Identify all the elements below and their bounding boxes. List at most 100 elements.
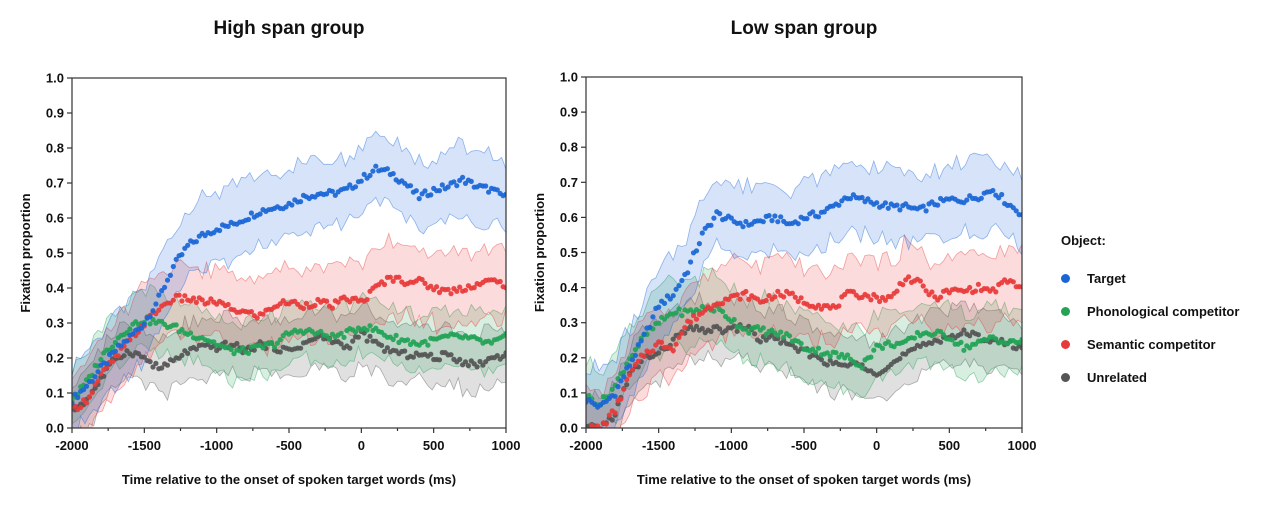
data-point: [269, 339, 275, 346]
data-point: [425, 342, 431, 348]
data-point: [993, 289, 999, 295]
data-point: [789, 290, 796, 296]
data-point: [632, 362, 639, 368]
data-point: [234, 340, 240, 347]
data-point: [361, 171, 367, 177]
data-point: [153, 360, 159, 366]
data-point: [121, 353, 127, 359]
data-point: [810, 209, 816, 215]
data-point: [445, 286, 451, 292]
data-point: [978, 195, 984, 201]
data-point: [685, 270, 691, 276]
data-point: [92, 374, 98, 380]
data-point: [1019, 212, 1022, 218]
data-point: [474, 364, 480, 370]
data-point: [396, 274, 402, 280]
data-point: [75, 394, 81, 401]
x-tick-label: 1000: [1008, 438, 1037, 453]
series-target: [72, 163, 506, 407]
y-tick-label: 1.0: [46, 71, 64, 86]
data-point: [627, 363, 633, 369]
y-tick-label: 0.3: [560, 315, 578, 330]
data-point: [725, 296, 732, 303]
y-tick-label: 1.0: [560, 70, 578, 85]
data-point: [384, 345, 390, 351]
data-point: [413, 188, 419, 194]
data-point: [595, 423, 601, 428]
data-point: [387, 274, 393, 280]
data-point: [173, 256, 179, 262]
y-tick-label: 0.1: [560, 385, 578, 400]
x-tick-label: -500: [791, 438, 817, 453]
data-point: [283, 204, 289, 210]
data-point: [778, 214, 784, 220]
chart-0: 0.0 0.1 0.2 0.3 0.4 0.5 0.6 0.7 0.8 0.9 1.0 -2000 -1…: [18, 71, 520, 488]
data-point: [688, 259, 694, 265]
data-point: [1019, 336, 1022, 343]
data-point: [728, 215, 734, 221]
data-point: [752, 331, 758, 337]
data-point: [670, 336, 676, 342]
data-point: [990, 187, 996, 194]
data-point: [332, 192, 338, 198]
data-point: [164, 277, 171, 283]
x-tick-label: -1500: [642, 438, 675, 453]
data-point: [676, 283, 682, 289]
data-point: [436, 357, 443, 363]
data-point: [650, 314, 656, 320]
data-point: [159, 365, 165, 371]
data-point: [500, 353, 506, 360]
data-point: [419, 276, 425, 283]
data-point: [179, 352, 185, 358]
data-point: [364, 338, 370, 344]
data-point: [367, 323, 373, 329]
data-point: [673, 341, 679, 347]
data-point: [347, 299, 353, 305]
data-point: [185, 242, 191, 248]
data-point: [428, 351, 434, 357]
data-point: [656, 320, 662, 326]
data-point: [274, 340, 280, 346]
data-point: [115, 353, 121, 359]
data-point: [717, 211, 723, 217]
legend-item-phonological: Phonological competitor: [1061, 300, 1239, 322]
data-point: [347, 182, 353, 188]
data-point: [407, 183, 414, 189]
data-point: [72, 400, 75, 407]
data-point: [225, 301, 231, 308]
data-point: [422, 188, 428, 194]
data-point: [167, 272, 173, 278]
data-point: [772, 294, 778, 300]
data-point: [109, 344, 116, 350]
x-tick-label: 0: [358, 438, 365, 453]
data-point: [847, 196, 854, 202]
legend-label: Phonological competitor: [1087, 303, 1240, 319]
data-point: [999, 191, 1005, 198]
data-point: [740, 224, 746, 230]
data-point: [958, 339, 964, 345]
data-point: [240, 344, 246, 351]
data-point: [355, 334, 361, 340]
data-point: [676, 306, 682, 312]
data-point: [141, 354, 147, 360]
data-point: [156, 307, 162, 313]
data-point: [86, 394, 92, 400]
data-point: [618, 378, 624, 384]
data-point: [89, 390, 95, 396]
data-point: [868, 354, 874, 360]
data-point: [454, 288, 460, 294]
data-point: [324, 333, 330, 339]
data-point: [766, 213, 772, 219]
data-point: [217, 227, 223, 234]
data-point: [402, 348, 408, 354]
data-point: [661, 300, 668, 306]
data-point: [462, 287, 469, 293]
data-point: [503, 330, 506, 337]
data-point: [486, 189, 492, 195]
data-point: [720, 308, 726, 315]
data-point: [859, 194, 865, 201]
data-point: [737, 220, 743, 226]
data-point: [975, 281, 982, 287]
data-point: [104, 361, 110, 367]
data-point: [465, 363, 471, 369]
